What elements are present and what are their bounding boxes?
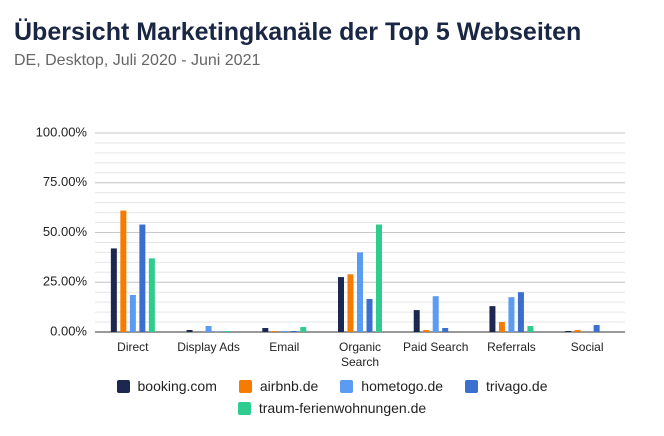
legend-label: booking.com xyxy=(137,378,217,394)
x-tick-label: Social xyxy=(570,340,604,354)
x-tick-label-box: Social xyxy=(570,340,604,354)
bar xyxy=(281,331,288,332)
x-tick-label: Referrals xyxy=(487,340,536,354)
bar xyxy=(129,294,136,332)
bar xyxy=(120,210,127,332)
bar xyxy=(290,331,297,332)
bar xyxy=(262,328,269,332)
bar xyxy=(139,224,146,332)
bar xyxy=(300,327,307,332)
bar xyxy=(498,322,505,332)
bar xyxy=(338,277,344,332)
x-tick-label: Paid Search xyxy=(403,340,469,354)
bar xyxy=(593,325,600,332)
bar xyxy=(357,252,363,332)
bar xyxy=(148,258,155,332)
bar xyxy=(574,330,581,332)
bar xyxy=(413,310,420,332)
legend-item: traum-ferienwohnungen.de xyxy=(237,400,427,416)
legend-label: airbnb.de xyxy=(259,378,319,394)
bar xyxy=(517,292,524,332)
chart-subtitle: DE, Desktop, Juli 2020 - Juni 2021 xyxy=(14,52,261,69)
bar xyxy=(442,328,449,332)
x-tick-label: Display Ads xyxy=(177,340,240,354)
x-tick-label: Organic Search xyxy=(338,340,382,369)
legend-swatch xyxy=(237,401,251,415)
bar xyxy=(527,326,534,332)
x-tick-label-box: Display Ads xyxy=(177,340,240,354)
bar xyxy=(186,330,193,332)
x-tick-label-box: Email xyxy=(269,340,300,354)
y-tick-label: 25.00% xyxy=(43,274,88,289)
x-tick-label: Email xyxy=(269,340,300,354)
bar xyxy=(423,330,430,332)
bar xyxy=(508,297,515,332)
legend-label: trivago.de xyxy=(486,378,548,394)
chart-title: Übersicht Marketingkanäle der Top 5 Webs… xyxy=(14,18,582,46)
legend-swatch xyxy=(340,379,354,393)
bar xyxy=(366,298,373,332)
bar xyxy=(432,296,439,332)
legend-label: hometogo.de xyxy=(361,378,444,394)
x-tick-label: Direct xyxy=(117,340,149,354)
legend-swatch xyxy=(238,379,252,393)
y-tick-label: 50.00% xyxy=(43,224,88,239)
bar xyxy=(565,331,572,332)
legend: booking.com airbnb.de hometogo.de trivago.d… xyxy=(92,378,572,416)
legend-item: hometogo.de xyxy=(340,378,443,394)
bar xyxy=(347,274,354,332)
legend-item: airbnb.de xyxy=(238,378,319,394)
y-tick-label: 75.00% xyxy=(43,174,88,189)
legend-swatch xyxy=(116,379,130,393)
bar xyxy=(224,331,231,332)
bar xyxy=(205,326,212,332)
bar xyxy=(110,248,117,332)
bar xyxy=(271,331,278,332)
y-tick-label: 0.00% xyxy=(50,323,87,338)
x-tick-label-box: Paid Search xyxy=(403,340,469,354)
legend-item: trivago.de xyxy=(465,378,548,394)
legend-swatch xyxy=(465,379,479,393)
x-tick-label-box: Organic Search xyxy=(338,340,382,369)
bar xyxy=(376,224,382,332)
bar xyxy=(215,331,222,332)
legend-label: traum-ferienwohnungen.de xyxy=(258,400,427,416)
y-tick-label: 100.00% xyxy=(36,124,88,139)
bar xyxy=(489,306,496,332)
x-tick-label-box: Direct xyxy=(117,340,149,354)
x-tick-label-box: Referrals xyxy=(487,340,536,354)
legend-item: booking.com xyxy=(116,378,217,394)
chart: 0.00% 25.00% 50.00% 75.00% 100.00% Direct Disp… xyxy=(36,124,625,369)
